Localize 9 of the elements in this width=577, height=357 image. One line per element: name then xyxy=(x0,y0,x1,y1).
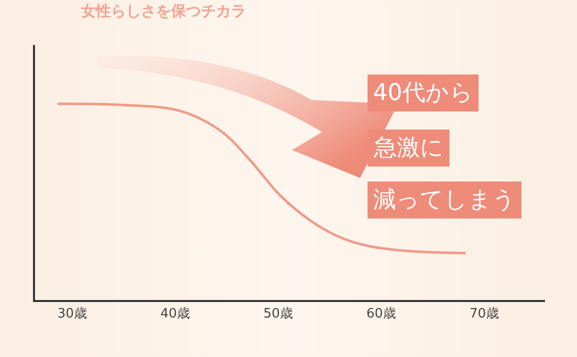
x-tick-label: 50歳 xyxy=(263,306,293,322)
annotation: 急激に xyxy=(373,135,444,161)
chart-title: 女性らしさを保つチカラ xyxy=(80,2,246,20)
x-tick-label: 60歳 xyxy=(366,306,396,322)
annotation: 減ってしまう xyxy=(373,187,516,213)
annotation: 40代から xyxy=(373,80,474,106)
x-tick-label: 70歳 xyxy=(469,306,499,322)
x-tick-label: 30歳 xyxy=(57,306,87,322)
x-tick-label: 40歳 xyxy=(160,306,190,322)
